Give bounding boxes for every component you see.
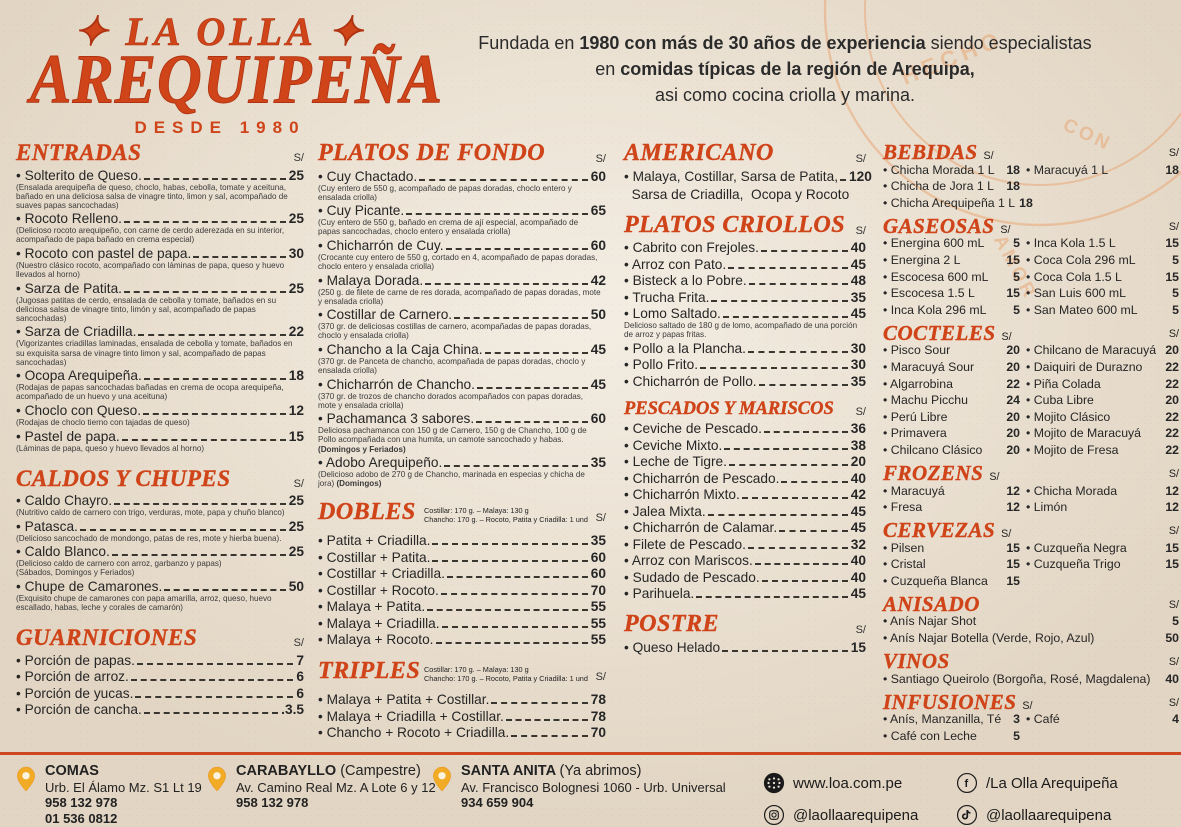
svg-text:f: f [965, 778, 969, 790]
